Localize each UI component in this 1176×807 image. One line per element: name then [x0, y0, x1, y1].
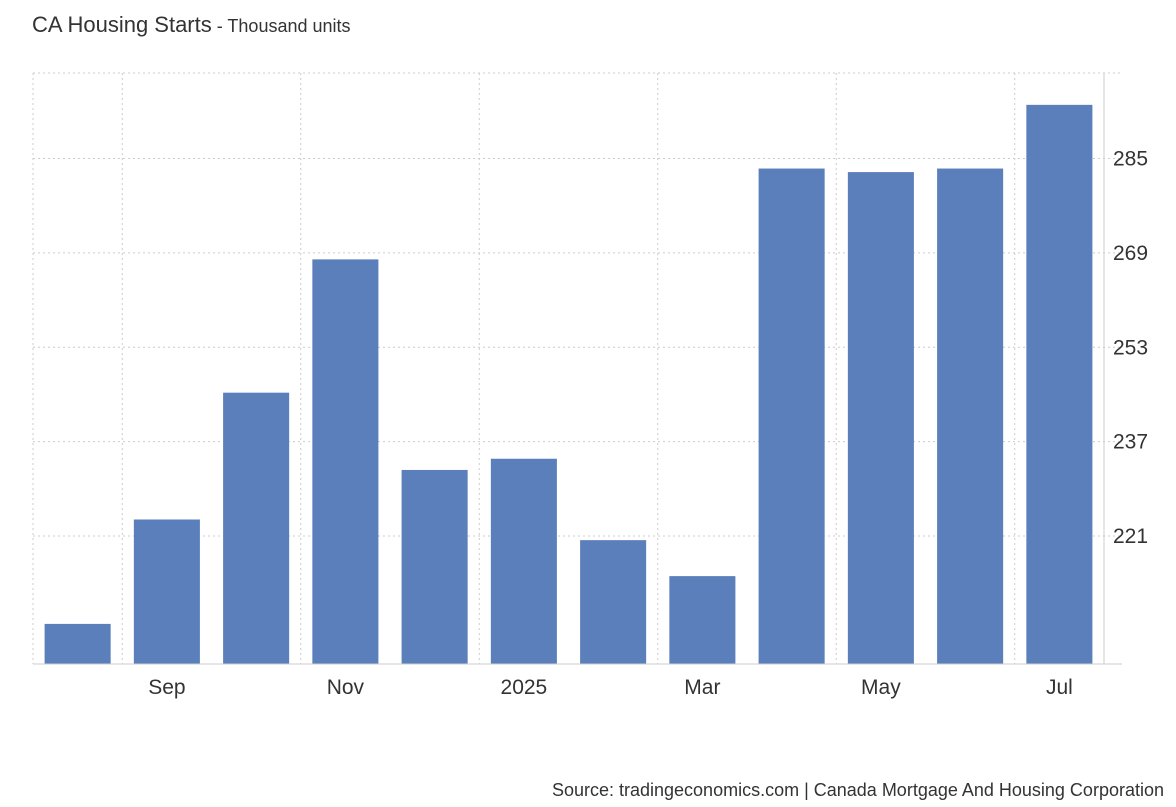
bar-apr-2025	[758, 168, 825, 664]
x-tick-label: 2025	[501, 676, 548, 699]
bar-sep-2024	[133, 519, 200, 664]
bar-jul-2025	[1026, 104, 1093, 665]
bar-nov-2024	[312, 259, 379, 664]
y-tick-label: 269	[1113, 242, 1148, 265]
source-attribution: Source: tradingeconomics.com | Canada Mo…	[551, 780, 1164, 800]
bar-dec-2024	[401, 469, 468, 664]
bar-mar-2025	[669, 576, 736, 664]
chart-title-row: CA Housing Starts - Thousand units	[32, 12, 351, 38]
y-tick-label: 221	[1113, 525, 1148, 548]
bar-may-2025	[847, 172, 914, 664]
bar-jan-2025	[490, 458, 557, 664]
chart-title: CA Housing Starts	[32, 12, 212, 37]
x-tick-label: Jul	[1046, 676, 1073, 699]
chart-subtitle: Thousand units	[227, 16, 351, 36]
y-tick-label: 253	[1113, 336, 1148, 359]
x-tick-label: Nov	[327, 676, 365, 699]
x-tick-label: Mar	[684, 676, 720, 699]
bar-jun-2025	[937, 168, 1004, 664]
y-tick-label: 237	[1113, 431, 1148, 454]
bar-aug-2024	[44, 623, 111, 664]
title-separator: -	[211, 16, 228, 36]
x-tick-label: Sep	[148, 676, 185, 699]
bar-oct-2024	[223, 392, 290, 664]
bar-feb-2025	[580, 540, 647, 664]
y-tick-label: 285	[1113, 148, 1148, 171]
x-tick-label: May	[861, 676, 901, 699]
